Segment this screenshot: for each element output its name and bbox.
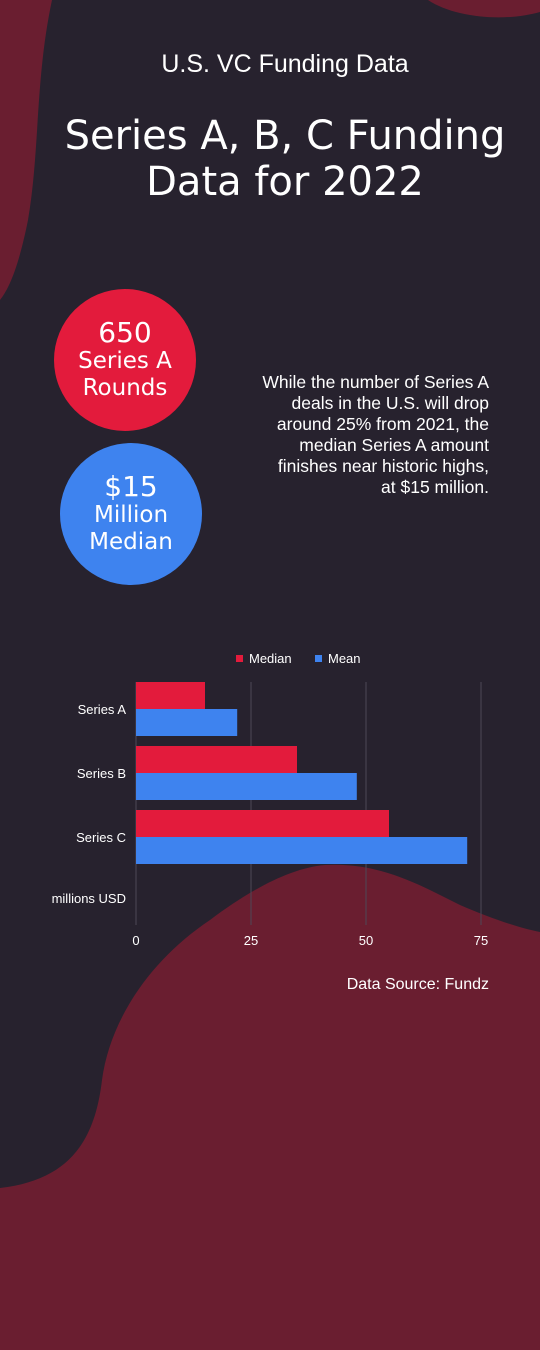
- x-tick-label: 0: [132, 933, 139, 948]
- bar-median-series-a: [136, 682, 205, 709]
- bar-mean-series-a: [136, 709, 238, 736]
- top-right-wave: [428, 0, 540, 18]
- bar-median-series-b: [136, 746, 297, 773]
- stat-label-line-1: Series A: [78, 348, 172, 374]
- bar-mean-series-b: [136, 773, 357, 800]
- description-text: While the number of Series A deals in th…: [215, 372, 489, 498]
- description-line: finishes near historic highs,: [277, 456, 489, 476]
- bar-median-series-c: [136, 810, 389, 837]
- category-label: Series A: [78, 702, 127, 717]
- stat-value: $15: [104, 470, 158, 503]
- series-a-rounds-stat: 650 Series A Rounds: [54, 289, 196, 431]
- description-line: deals in the U.S. will drop: [291, 393, 489, 413]
- bottom-wave: [0, 864, 540, 1350]
- bar-mean-series-c: [136, 837, 468, 864]
- legend-label-mean: Mean: [328, 651, 361, 666]
- stat-label-line-2: Rounds: [82, 375, 168, 401]
- top-left-wave: [0, 0, 52, 300]
- description-line: around 25% from 2021, the: [276, 414, 489, 434]
- headline-line-1: Series A, B, C Funding: [64, 113, 506, 159]
- legend-swatch-mean: [315, 655, 322, 662]
- stat-label-line-1: Million: [93, 502, 169, 528]
- x-tick-label: 50: [359, 933, 373, 948]
- median-amount-stat: $15 Million Median: [60, 443, 202, 585]
- stat-label-line-2: Median: [89, 529, 173, 555]
- description-line: While the number of Series A: [262, 372, 489, 392]
- stat-value: 650: [98, 316, 152, 349]
- category-label: Series B: [77, 766, 126, 781]
- legend-label-median: Median: [249, 651, 292, 666]
- category-label: Series C: [76, 830, 126, 845]
- data-source: Data Source: Fundz: [346, 976, 489, 993]
- x-tick-label: 25: [244, 933, 258, 948]
- legend-swatch-median: [236, 655, 243, 662]
- kicker-title: U.S. VC Funding Data: [161, 50, 409, 78]
- description-line: median Series A amount: [299, 435, 489, 455]
- headline: Series A, B, C Funding Data for 2022: [0, 113, 540, 205]
- x-tick-label: 75: [474, 933, 488, 948]
- description-line: at $15 million.: [381, 477, 489, 497]
- axis-unit-label: millions USD: [52, 891, 126, 906]
- funding-bar-chart: Series A Series B Series C millions USD 0 25 5…: [52, 651, 489, 948]
- headline-line-2: Data for 2022: [146, 159, 424, 205]
